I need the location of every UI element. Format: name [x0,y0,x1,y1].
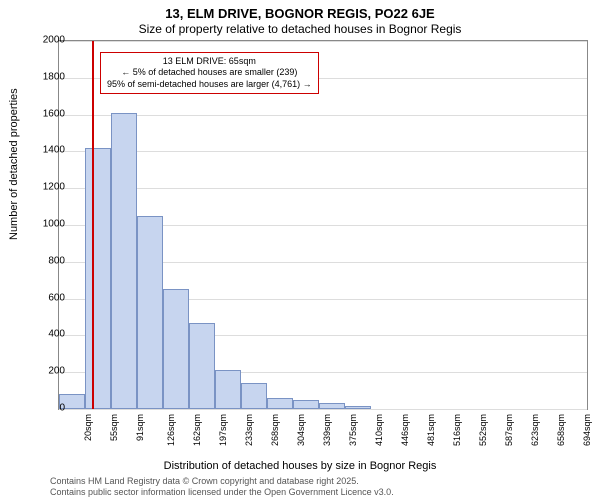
x-tick-label: 694sqm [582,414,592,446]
y-tick-label: 400 [35,329,65,340]
histogram-bar [215,370,241,409]
x-tick-label: 623sqm [530,414,540,446]
footer-line1: Contains HM Land Registry data © Crown c… [50,476,359,486]
y-tick-label: 1000 [35,219,65,230]
annotation-line2: ← 5% of detached houses are smaller (239… [107,67,312,78]
y-tick-label: 0 [35,403,65,414]
x-tick-label: 339sqm [322,414,332,446]
x-tick-label: 481sqm [426,414,436,446]
x-tick-label: 516sqm [452,414,462,446]
gridline [59,41,587,42]
chart-container: 13, ELM DRIVE, BOGNOR REGIS, PO22 6JE Si… [0,0,600,500]
x-tick-label: 658sqm [556,414,566,446]
gridline [59,115,587,116]
y-axis-label: Number of detached properties [8,88,20,240]
histogram-bar [241,383,267,409]
x-tick-label: 268sqm [270,414,280,446]
gridline [59,188,587,189]
chart-title-line2: Size of property relative to detached ho… [0,22,600,36]
x-tick-label: 20sqm [83,414,93,441]
histogram-bar [319,403,345,409]
x-tick-label: 197sqm [218,414,228,446]
annotation-line1: 13 ELM DRIVE: 65sqm [107,56,312,67]
plot-area: 13 ELM DRIVE: 65sqm← 5% of detached hous… [58,40,588,410]
marker-line [92,41,94,409]
footer-line2: Contains public sector information licen… [50,487,394,497]
y-tick-label: 800 [35,255,65,266]
x-tick-label: 446sqm [400,414,410,446]
y-tick-label: 1800 [35,71,65,82]
x-tick-label: 587sqm [504,414,514,446]
histogram-bar [85,148,111,409]
gridline [59,409,587,410]
histogram-bar [293,400,319,409]
x-tick-label: 233sqm [244,414,254,446]
x-tick-label: 55sqm [109,414,119,441]
x-tick-label: 375sqm [348,414,358,446]
x-tick-label: 162sqm [192,414,202,446]
histogram-bar [345,406,371,409]
x-tick-label: 304sqm [296,414,306,446]
y-tick-label: 1400 [35,145,65,156]
annotation-box: 13 ELM DRIVE: 65sqm← 5% of detached hous… [100,52,319,94]
y-tick-label: 2000 [35,35,65,46]
x-tick-label: 552sqm [478,414,488,446]
y-tick-label: 1200 [35,182,65,193]
histogram-bar [137,216,163,409]
x-tick-label: 91sqm [135,414,145,441]
y-tick-label: 600 [35,292,65,303]
histogram-bar [163,289,189,409]
x-tick-label: 126sqm [166,414,176,446]
histogram-bar [111,113,137,409]
y-tick-label: 200 [35,366,65,377]
histogram-bar [267,398,293,409]
histogram-bar [189,323,215,409]
chart-title-line1: 13, ELM DRIVE, BOGNOR REGIS, PO22 6JE [0,6,600,21]
gridline [59,151,587,152]
x-tick-label: 410sqm [374,414,384,446]
x-axis-label: Distribution of detached houses by size … [0,460,600,472]
y-tick-label: 1600 [35,108,65,119]
annotation-line3: 95% of semi-detached houses are larger (… [107,79,312,90]
